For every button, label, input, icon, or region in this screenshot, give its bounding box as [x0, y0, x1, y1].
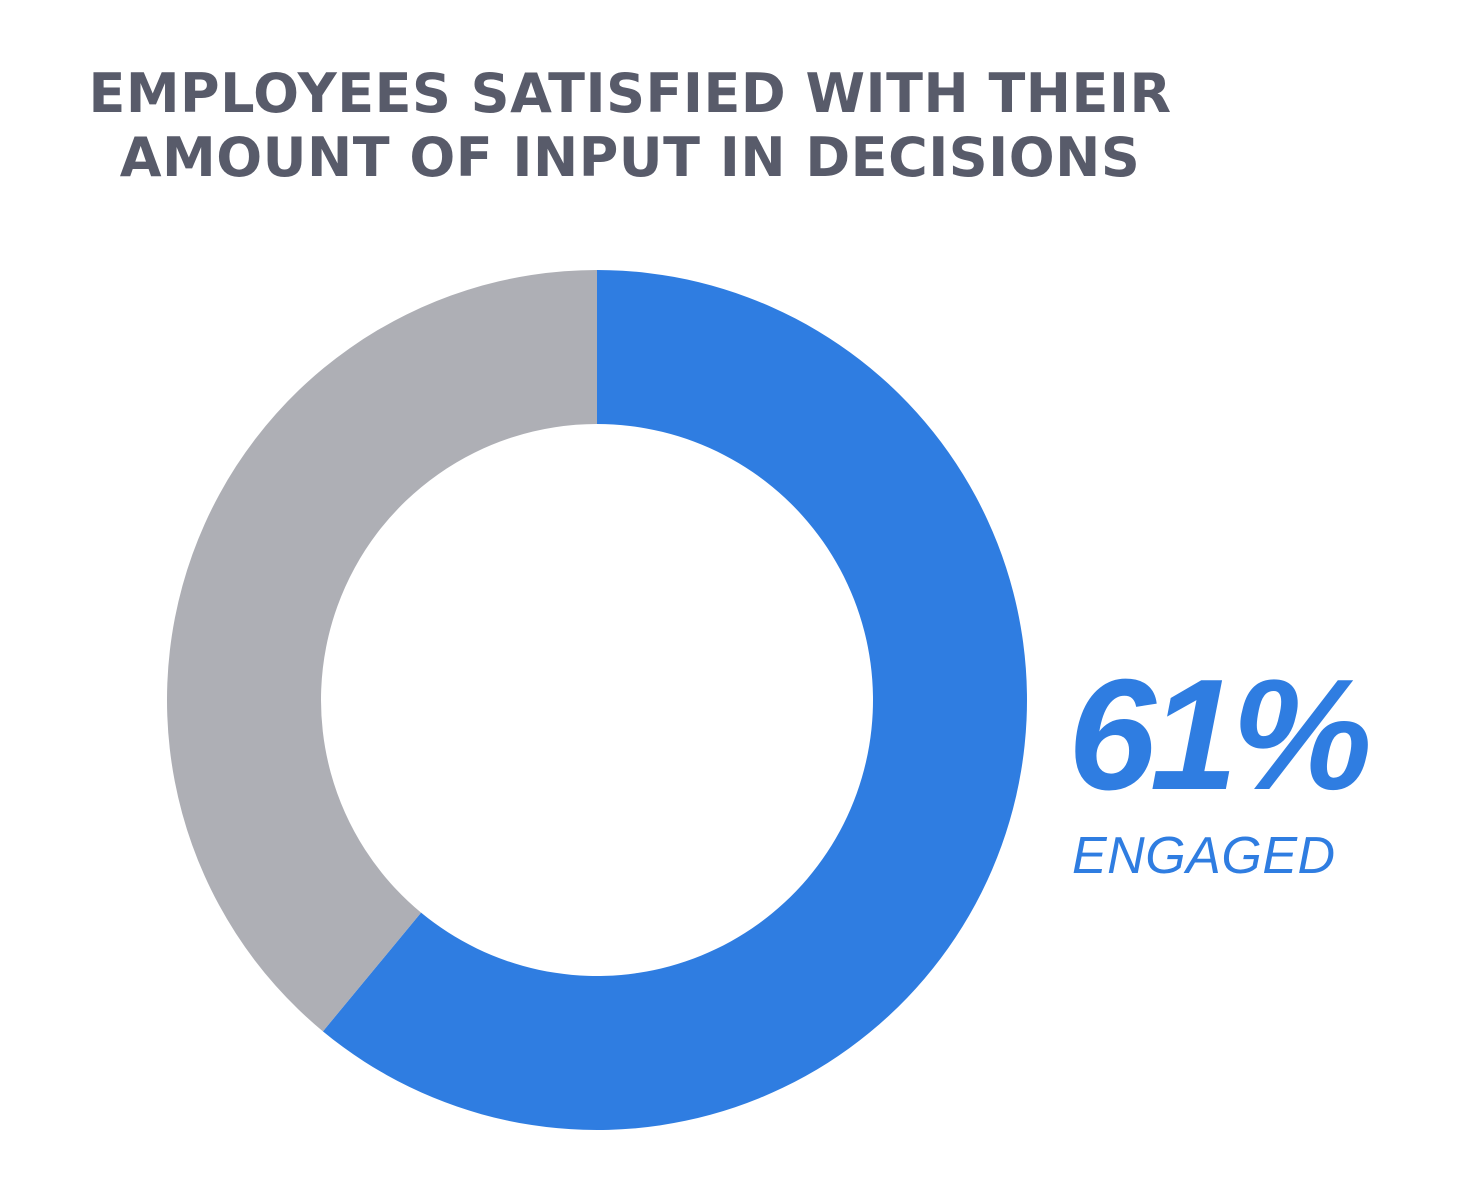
chart-title-line-2: AMOUNT OF INPUT IN DECISIONS [119, 126, 1141, 189]
chart-title-line-1: EMPLOYEES SATISFIED WITH THEIR [88, 62, 1172, 125]
engaged-percentage-label: 61% [1068, 647, 1372, 823]
donut-slice-remainder [167, 270, 598, 1032]
chart-title: EMPLOYEES SATISFIED WITH THEIR AMOUNT OF… [80, 62, 1180, 190]
donut-slice-engaged [322, 270, 1028, 1130]
engaged-caption-label: ENGAGED [1072, 827, 1336, 885]
